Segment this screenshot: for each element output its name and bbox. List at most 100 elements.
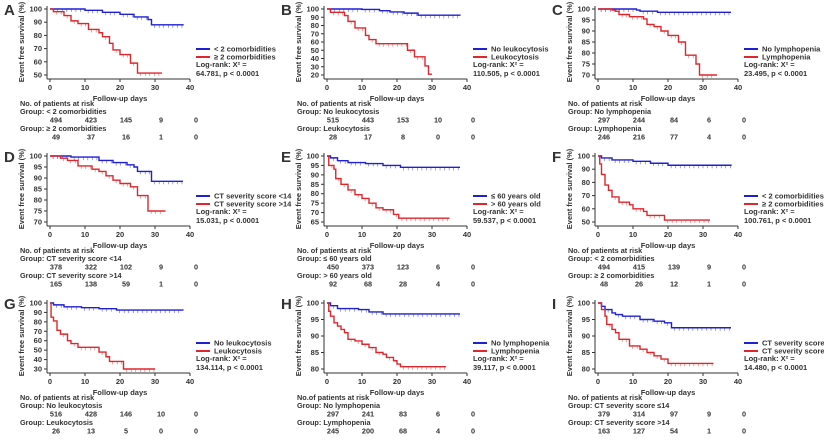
y-axis-label: Event free survival (%) [17, 1, 26, 82]
risk-table-header: No. of patients at risk [20, 246, 95, 255]
risk-count: 37 [87, 133, 95, 142]
survival-curve-2 [50, 302, 155, 370]
risk-count: 163 [598, 427, 610, 436]
x-tick-label: 20 [664, 377, 672, 386]
risk-table-header: No. of patients at risk [568, 99, 643, 108]
risk-count: 6 [436, 410, 440, 419]
y-tick-label: 70 [34, 44, 42, 53]
risk-count: 428 [85, 410, 97, 419]
y-tick-label: 100 [577, 299, 590, 308]
x-tick-label: 30 [151, 83, 159, 92]
x-tick-label: 30 [428, 377, 436, 386]
legend-label-2: CT severity score >14 [214, 200, 292, 209]
x-tick-label: 0 [48, 230, 52, 239]
risk-group-label: Group: Lymphopenia [297, 418, 371, 427]
x-tick-label: 20 [116, 230, 124, 239]
y-tick-label: 85 [582, 348, 590, 357]
risk-count: 0 [436, 133, 440, 142]
log-rank-p-value: 100.761, p < 0.0001 [744, 216, 811, 225]
risk-group-label: Group: Leukocytosis [297, 124, 370, 133]
y-tick-label: 70 [34, 327, 42, 336]
legend-label-2: Leukocytosis [491, 53, 539, 62]
survival-curve-2 [50, 155, 166, 212]
y-tick-label: 100 [29, 152, 42, 161]
y-tick-label: 60 [34, 336, 42, 345]
x-tick-label: 10 [358, 83, 366, 92]
y-axis-label: Event free survival (%) [17, 295, 26, 376]
risk-count: 165 [50, 280, 62, 289]
y-tick-label: 95 [582, 16, 590, 25]
risk-count: 0 [742, 116, 746, 125]
legend-label-2: Lymphopenia [762, 53, 811, 62]
risk-count: 0 [471, 133, 475, 142]
risk-count: 494 [598, 263, 611, 272]
risk-count: 0 [194, 263, 198, 272]
x-tick-label: 40 [463, 83, 471, 92]
risk-count: 423 [85, 116, 97, 125]
risk-count: 0 [194, 427, 198, 436]
x-axis-label: Follow-up days [641, 388, 696, 397]
x-tick-label: 30 [699, 377, 707, 386]
y-tick-label: 100 [577, 152, 590, 161]
y-axis-label: Event free survival (%) [565, 148, 574, 229]
log-rank-p-value: 59.537, p < 0.0001 [473, 216, 536, 225]
risk-count: 0 [194, 410, 198, 419]
panel-letter: G [4, 296, 16, 313]
x-axis-label: Follow-up days [93, 94, 148, 103]
risk-count: 49 [52, 133, 60, 142]
log-rank-stat: Log-rank: X² = [196, 354, 247, 363]
risk-group-label: Group: No leukocytosis [20, 401, 102, 410]
y-tick-label: 70 [582, 71, 590, 80]
x-tick-label: 0 [48, 377, 52, 386]
log-rank-p-value: 134.114, p < 0.0001 [196, 363, 263, 372]
risk-count: 5 [124, 427, 128, 436]
risk-group-label: Group: CT severity score >14 [20, 271, 123, 280]
risk-table-header: No. of patients at risk [568, 246, 643, 255]
panel-letter: F [552, 149, 561, 166]
risk-count: 92 [329, 280, 337, 289]
legend-label-1: CT severity score <14 [214, 192, 292, 201]
legend-label-1: < 2 comorbidities [762, 192, 824, 201]
x-tick-label: 0 [325, 377, 329, 386]
risk-count: 6 [707, 116, 711, 125]
risk-count: 0 [742, 263, 746, 272]
x-tick-label: 0 [325, 83, 329, 92]
risk-count: 59 [122, 280, 130, 289]
y-tick-label: 70 [311, 29, 319, 38]
survival-curve-2 [598, 302, 714, 365]
x-tick-label: 0 [48, 83, 52, 92]
y-tick-label: 90 [311, 13, 319, 22]
risk-count: 0 [194, 133, 198, 142]
risk-count: 0 [194, 116, 198, 125]
y-tick-label: 100 [306, 5, 319, 14]
risk-group-label: Group: < 2 comorbidities [20, 107, 107, 116]
log-rank-stat: Log-rank: X² = [196, 207, 247, 216]
x-tick-label: 40 [734, 83, 742, 92]
survival-curve-1 [327, 302, 460, 315]
risk-count: 28 [329, 133, 337, 142]
legend-label-1: No lymphopenia [762, 45, 821, 54]
risk-count: 1 [159, 133, 163, 142]
y-tick-label: 60 [311, 38, 319, 47]
legend-label-1: No leukocytosis [214, 339, 272, 348]
risk-table-header: No. of patients at risk [20, 393, 95, 402]
y-tick-label: 100 [29, 299, 42, 308]
y-tick-label: 100 [29, 5, 42, 14]
risk-group-label: Group: < 2 comorbidities [568, 254, 655, 263]
risk-group-label: Group: ≥ 2 comorbidities [568, 271, 654, 280]
risk-count: 314 [633, 410, 646, 419]
log-rank-p-value: 14.480, p < 0.0001 [744, 363, 807, 372]
risk-group-label: Group: CT severity score <14 [20, 254, 123, 263]
y-tick-label: 95 [311, 161, 319, 170]
panel-letter: I [552, 296, 556, 313]
risk-group-label: Group: > 60 years old [297, 271, 372, 280]
x-tick-label: 40 [186, 230, 194, 239]
x-axis-label: Follow-up days [93, 388, 148, 397]
y-tick-label: 50 [34, 71, 42, 80]
legend-label-1: ≤ 60 years old [491, 192, 541, 201]
x-tick-label: 30 [428, 230, 436, 239]
y-tick-label: 90 [311, 332, 319, 341]
y-tick-label: 95 [582, 315, 590, 324]
